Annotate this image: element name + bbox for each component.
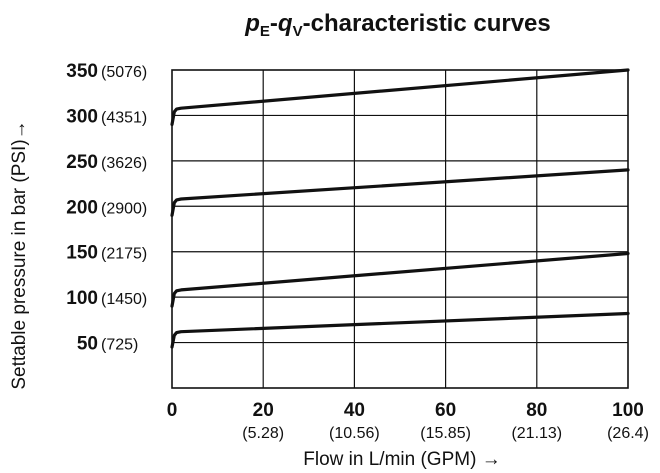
chart-title: pE-qV-characteristic curves: [244, 10, 551, 40]
x-tick-100: 100: [612, 400, 644, 421]
y-tick-psi-250: (3626): [101, 155, 147, 172]
x-tick-gpm-20: (5.28): [242, 425, 284, 442]
y-axis-label: Settable pressure in bar (PSI)→: [9, 120, 30, 389]
y-tick-psi-100: (1450): [101, 291, 147, 308]
curve-3: [170, 168, 630, 217]
x-tick-60: 60: [435, 400, 456, 421]
curve-1: [170, 311, 630, 349]
curve-4: [170, 68, 630, 127]
curve-series: [170, 68, 630, 349]
x-tick-20: 20: [253, 400, 274, 421]
curve-2: [170, 251, 630, 308]
y-tick-psi-350: (5076): [101, 64, 147, 81]
grid-lines: [172, 70, 628, 388]
x-tick-gpm-80: (21.13): [511, 425, 562, 442]
plot-frame: [171, 69, 629, 389]
title-q: q: [278, 10, 293, 37]
y-tick-bar-300: 300: [66, 106, 98, 127]
y-tick-psi-300: (4351): [101, 109, 147, 126]
x-tick-80: 80: [526, 400, 547, 421]
x-tick-gpm-40: (10.56): [329, 425, 380, 442]
title-p: p: [244, 10, 260, 37]
y-tick-bar-350: 350: [66, 61, 98, 82]
x-tick-gpm-60: (15.85): [420, 425, 471, 442]
x-tick-gpm-100: (26.4): [607, 425, 649, 442]
title-q-subscript: V: [293, 23, 303, 40]
title-p-subscript: E: [260, 23, 270, 40]
x-tick-40: 40: [344, 400, 365, 421]
title-separator: -: [270, 10, 278, 37]
y-tick-bar-200: 200: [66, 197, 98, 218]
y-tick-psi-50: (725): [101, 337, 138, 354]
x-axis-label: Flow in L/min (GPM) →: [303, 449, 500, 470]
y-tick-bar-250: 250: [66, 152, 98, 173]
title-rest: -characteristic curves: [303, 10, 551, 37]
y-tick-psi-200: (2900): [101, 200, 147, 217]
y-tick-bar-150: 150: [66, 243, 98, 264]
y-tick-labels: 50 (725) 100 (1450) 150 (2175) 200 (2900) 250 (36…: [66, 61, 147, 355]
y-tick-bar-50: 50: [77, 334, 98, 355]
y-tick-bar-100: 100: [66, 288, 98, 309]
x-tick-labels: 0 20 (5.28) 40 (10.56) 60 (15.85) 80 (21.13) 100 (…: [167, 400, 649, 442]
x-tick-0: 0: [167, 400, 178, 421]
y-tick-psi-150: (2175): [101, 246, 147, 263]
